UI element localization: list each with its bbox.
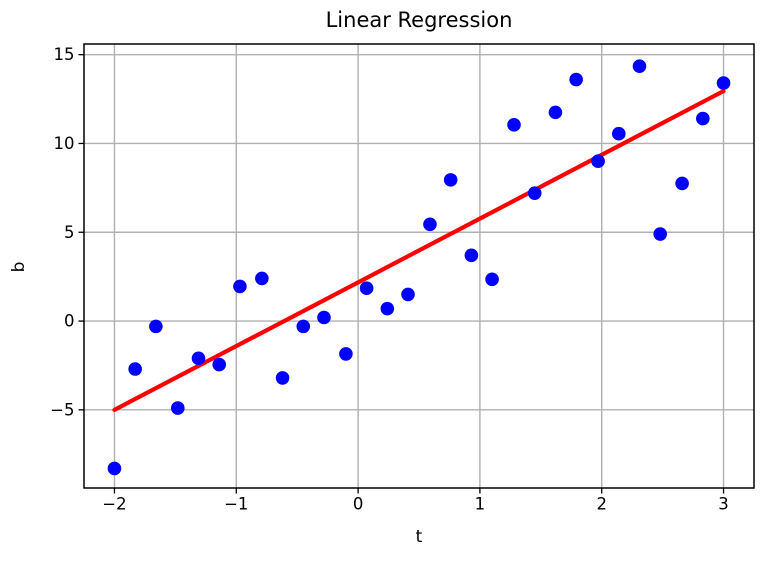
scatter-point bbox=[716, 76, 731, 90]
scatter-point bbox=[171, 401, 185, 415]
scatter-point bbox=[507, 118, 521, 132]
y-tick-label: 0 bbox=[64, 312, 75, 331]
chart-title: Linear Regression bbox=[325, 8, 513, 32]
scatter-point bbox=[212, 357, 227, 372]
scatter-point bbox=[464, 248, 479, 263]
scatter-point bbox=[423, 217, 437, 232]
scatter-point bbox=[128, 362, 142, 376]
y-axis-label: b bbox=[9, 261, 29, 273]
scatter-point bbox=[296, 319, 311, 334]
x-tick-label: 3 bbox=[718, 495, 729, 514]
regression-line bbox=[112, 88, 726, 412]
x-tick-label: 2 bbox=[596, 495, 607, 514]
y-tick-label: 10 bbox=[54, 134, 75, 153]
scatter-point bbox=[380, 301, 395, 316]
scatter-point bbox=[359, 281, 374, 296]
scatter-point bbox=[339, 347, 353, 361]
scatter-point bbox=[611, 126, 626, 141]
scatter-point bbox=[591, 154, 605, 169]
scatter-point bbox=[275, 371, 290, 385]
scatter-point bbox=[401, 287, 415, 302]
scatter-point bbox=[527, 186, 542, 200]
scatter-point bbox=[443, 173, 458, 187]
x-tick-label: −1 bbox=[224, 495, 248, 514]
scatter-point bbox=[233, 279, 247, 294]
scatter-point bbox=[548, 105, 563, 120]
x-tick-label: −2 bbox=[102, 495, 126, 514]
scatter-point bbox=[191, 351, 206, 366]
x-axis-label: t bbox=[415, 527, 423, 547]
scatter-point bbox=[569, 72, 583, 87]
scatter-point bbox=[317, 310, 331, 325]
axes-spine bbox=[83, 43, 755, 489]
x-tick-label: 0 bbox=[353, 495, 364, 514]
scatter-point bbox=[675, 176, 689, 191]
y-tick-label: 5 bbox=[64, 223, 75, 242]
y-tick-label: −5 bbox=[50, 400, 74, 419]
x-tick-label: 1 bbox=[475, 495, 486, 514]
scatter-point bbox=[632, 59, 647, 73]
scatter-point bbox=[485, 272, 499, 287]
y-tick-label: 15 bbox=[54, 45, 75, 64]
scatter-point bbox=[653, 227, 667, 241]
scatter-point bbox=[696, 111, 710, 126]
scatter-point bbox=[107, 461, 122, 476]
scatter-point bbox=[255, 271, 269, 286]
scatter-point bbox=[149, 319, 163, 334]
